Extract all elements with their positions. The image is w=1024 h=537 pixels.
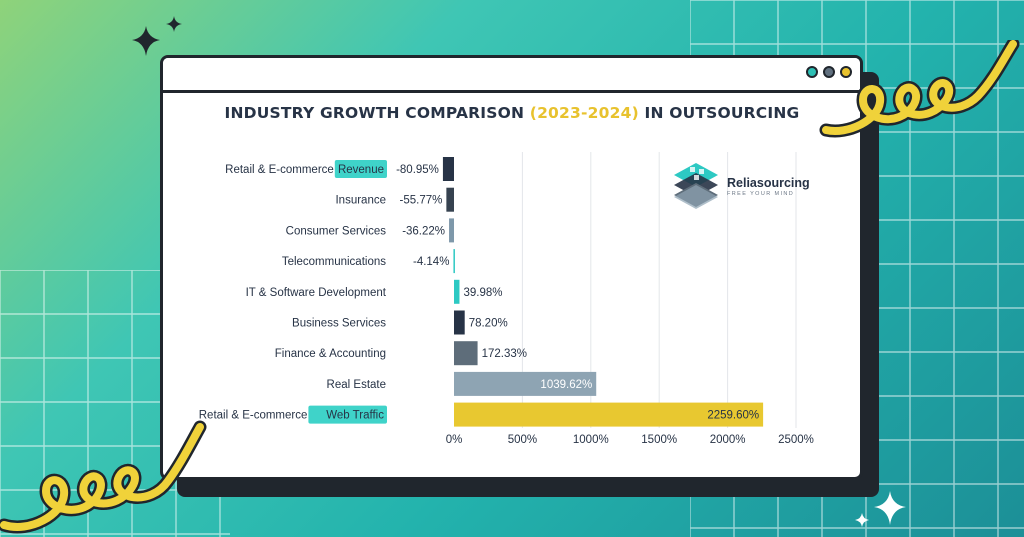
reliasourcing-logo-icon	[674, 163, 718, 209]
category-label: Telecommunications	[282, 256, 386, 268]
category-label: IT & Software Development	[246, 287, 387, 299]
window-titlebar	[163, 58, 860, 93]
category-label-highlight	[308, 405, 387, 424]
category-label: Retail & E-commerce	[225, 164, 334, 176]
category-label: Real Estate	[327, 379, 386, 391]
bar-value-label: -36.22%	[402, 225, 445, 237]
bar	[453, 249, 455, 274]
bar	[454, 279, 460, 304]
bar	[442, 157, 454, 181]
swirl-decoration-right	[819, 40, 1020, 138]
sparkle-icon	[855, 491, 906, 527]
x-tick-label: 500%	[508, 434, 537, 446]
category-label: Retail & E-commerce	[199, 410, 308, 422]
bar-value-label: 39.98%	[463, 287, 502, 299]
category-label: Insurance	[335, 195, 386, 207]
sparkle-icon	[132, 16, 182, 56]
bar-value-label: -55.77%	[400, 195, 443, 207]
x-tick-label: 1500%	[641, 434, 677, 446]
window-dot-gray[interactable]	[823, 66, 835, 78]
category-label-highlight-text: Web Traffic	[326, 410, 384, 422]
x-tick-label: 0%	[446, 434, 463, 446]
chart-title: INDUSTRY GROWTH COMPARISON (2023-2024) I…	[0, 104, 1024, 122]
window-dot-yellow[interactable]	[840, 66, 852, 78]
bar-value-label: 2259.60%	[707, 410, 759, 422]
bar-value-label: 1039.62%	[540, 379, 592, 391]
x-tick-label: 2000%	[710, 434, 746, 446]
bar-value-label: 172.33%	[482, 348, 527, 360]
swirl-decoration-left	[0, 420, 207, 534]
category-label: Business Services	[292, 318, 386, 330]
bar-value-label: 78.20%	[469, 318, 508, 330]
bar	[446, 187, 454, 212]
category-label: Consumer Services	[286, 225, 387, 237]
brand-name: Reliasourcing	[727, 176, 810, 190]
x-tick-label: 1000%	[573, 434, 609, 446]
bar	[449, 218, 454, 243]
category-label-highlight	[334, 160, 387, 178]
chart-title-text: INDUSTRY GROWTH COMPARISON	[224, 104, 530, 122]
bar-value-label: -4.14%	[413, 256, 449, 268]
bar	[454, 310, 465, 335]
x-tick-label: 2500%	[778, 434, 814, 446]
bar	[454, 402, 764, 427]
window-dot-teal[interactable]	[806, 66, 818, 78]
chart-title-years: (2023-2024)	[529, 104, 639, 122]
category-label: Finance & Accounting	[275, 348, 386, 360]
category-label-highlight-text: Revenue	[338, 164, 384, 176]
bar	[454, 341, 478, 366]
brand-tagline: FREE YOUR MIND	[727, 191, 795, 197]
bar-value-label: -80.95%	[396, 164, 439, 176]
chart-title-text-end: IN OUTSOURCING	[638, 104, 800, 122]
bar	[454, 371, 597, 396]
